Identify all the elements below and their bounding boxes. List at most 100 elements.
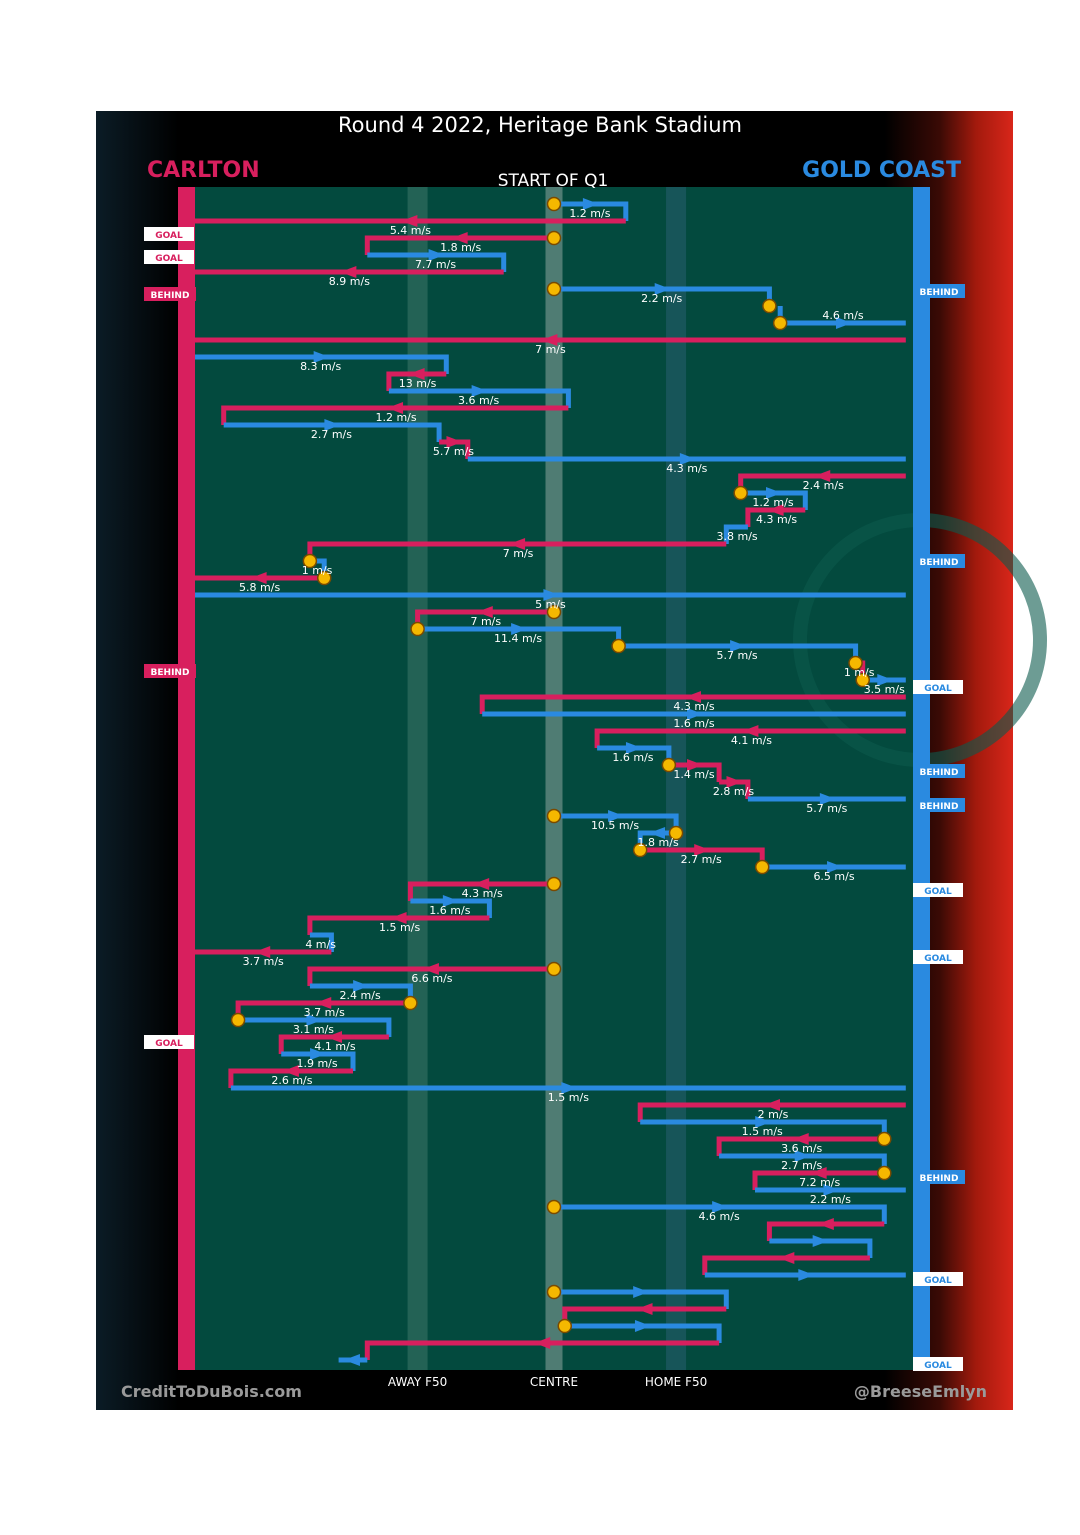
stoppage-marker xyxy=(661,757,677,773)
stoppage-marker xyxy=(668,825,684,841)
speed-label: 4.3 m/s xyxy=(673,700,714,713)
score-badge-label: GOAL xyxy=(155,254,183,264)
chain-segment xyxy=(388,388,571,408)
speed-label: 1.6 m/s xyxy=(612,751,653,764)
speed-label: 1.2 m/s xyxy=(375,411,416,424)
stoppage-marker xyxy=(410,621,425,637)
chain-arrow xyxy=(310,1048,327,1060)
speed-label: 3.1 m/s xyxy=(293,1023,334,1036)
carlton-score-badge xyxy=(144,1035,194,1049)
carlton-score-badge xyxy=(144,227,194,241)
score-badge-label: BEHIND xyxy=(920,558,959,568)
speed-label: 8.9 m/s xyxy=(329,275,370,288)
speed-label: 4.1 m/s xyxy=(314,1040,355,1053)
score-badge-label: BEHIND xyxy=(920,768,959,778)
stoppage-marker xyxy=(546,196,562,212)
speed-label: 5.8 m/s xyxy=(239,581,280,594)
chain-segment xyxy=(766,1221,885,1241)
score-badge-label: GOAL xyxy=(924,684,952,694)
chain-arrow xyxy=(694,844,711,856)
chain-arrow xyxy=(408,368,425,380)
x-tick-label: AWAY F50 xyxy=(388,1375,447,1389)
speed-label: 1.5 m/s xyxy=(548,1091,589,1104)
chain-segment xyxy=(364,235,554,255)
speed-label: 7.7 m/s xyxy=(415,258,456,271)
chain-arrow xyxy=(471,385,488,397)
away-f50-band xyxy=(407,187,428,1370)
speed-label: 5 m/s xyxy=(535,598,566,611)
speed-label: 2.7 m/s xyxy=(681,853,722,866)
chain-arrow xyxy=(608,810,625,822)
team-label-carlton: CARLTON xyxy=(147,158,260,183)
chain-segment xyxy=(702,1255,870,1275)
stoppage-marker xyxy=(316,570,332,586)
chain-arrow xyxy=(340,266,357,278)
gold-coast-goal-bar xyxy=(913,187,930,1370)
chain-arrow xyxy=(654,283,671,295)
chain-arrow xyxy=(835,317,852,329)
speed-label: 5.7 m/s xyxy=(806,802,847,815)
chain-segment xyxy=(554,1289,729,1309)
speed-label: 6.6 m/s xyxy=(411,972,452,985)
chain-segment xyxy=(594,728,906,748)
home-f50-band xyxy=(666,187,687,1370)
chain-arrow xyxy=(543,589,560,601)
speed-label: 2.2 m/s xyxy=(810,1193,851,1206)
chain-arrow xyxy=(422,963,439,975)
speed-label: 1.9 m/s xyxy=(296,1057,337,1070)
score-badge-label: GOAL xyxy=(924,1361,952,1371)
credit-left: CreditToDuBois.com xyxy=(121,1382,302,1401)
score-badge-label: BEHIND xyxy=(920,802,959,812)
speed-label: 2 m/s xyxy=(758,1108,789,1121)
stoppage-marker xyxy=(230,1012,246,1028)
chart-subtitle: START OF Q1 xyxy=(498,171,609,191)
speed-label: 7 m/s xyxy=(535,343,566,356)
stoppage-marker xyxy=(772,315,788,331)
score-badge-label: GOAL xyxy=(155,1039,183,1049)
gold-coast-score-badge xyxy=(913,764,965,778)
gold-coast-score-badge xyxy=(913,680,963,694)
chain-segment xyxy=(745,507,806,527)
chain-arrow xyxy=(250,572,267,584)
chain-arrow xyxy=(473,878,490,890)
stoppage-marker xyxy=(546,1199,562,1215)
chain-arrow xyxy=(636,1303,653,1315)
chain-arrow xyxy=(476,606,493,618)
chain-arrow xyxy=(687,708,704,720)
chain-arrow xyxy=(817,1218,834,1230)
stoppage-marker xyxy=(546,281,562,297)
speed-label: 1.6 m/s xyxy=(673,717,714,730)
carlton-score-badge xyxy=(144,250,194,264)
chain-arrow xyxy=(326,1031,343,1043)
chain-arrow xyxy=(324,419,341,431)
speed-label: 5.4 m/s xyxy=(390,224,431,237)
stoppage-marker xyxy=(546,876,562,892)
chain-arrow xyxy=(877,674,894,686)
speed-label: 3.7 m/s xyxy=(243,955,284,968)
chain-segment xyxy=(309,932,334,952)
chain-arrow xyxy=(812,1235,829,1247)
chain-arrow xyxy=(798,1269,815,1281)
score-badge-label: BEHIND xyxy=(920,1174,959,1184)
chain-arrow xyxy=(794,1150,811,1162)
score-badge-label: BEHIND xyxy=(151,668,190,678)
chain-arrow xyxy=(254,946,271,958)
speed-label: 5.7 m/s xyxy=(717,649,758,662)
chain-segment xyxy=(228,1068,353,1088)
chain-arrow xyxy=(401,215,418,227)
stoppage-marker xyxy=(546,604,562,620)
gold-coast-score-badge xyxy=(913,1272,963,1286)
carlton-goal-bar xyxy=(178,187,195,1370)
speed-label: 2.2 m/s xyxy=(641,292,682,305)
speed-label: 1 m/s xyxy=(844,666,875,679)
chain-arrow xyxy=(561,1082,578,1094)
gold-coast-score-badge xyxy=(913,950,963,964)
speed-label: 2.8 m/s xyxy=(713,785,754,798)
speed-label: 4.6 m/s xyxy=(699,1210,740,1223)
chain-arrow xyxy=(742,725,759,737)
speed-label: 1.2 m/s xyxy=(569,207,610,220)
speed-label: 11.4 m/s xyxy=(494,632,542,645)
chain-segment xyxy=(410,898,492,918)
speed-label: 4.1 m/s xyxy=(731,734,772,747)
speed-label: 1.8 m/s xyxy=(440,241,481,254)
